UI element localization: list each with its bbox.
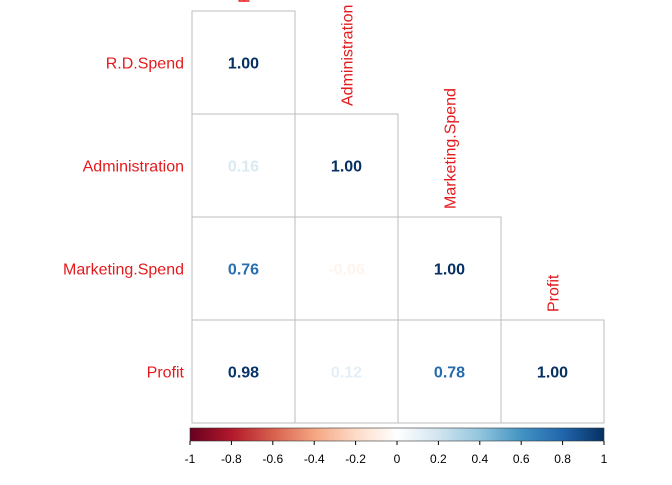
- matrix-cell: [191, 216, 296, 321]
- column-label: Profit: [546, 274, 563, 312]
- column-label: Administration: [340, 5, 357, 106]
- colorbar-tick-label: 0: [394, 452, 401, 466]
- cell-value-label: 1.00: [434, 262, 465, 279]
- matrix-cell: [397, 216, 502, 321]
- row-label: R.D.Spend: [106, 56, 184, 73]
- row-labels: R.D.Spend Administration Marketing.Spend Pr…: [63, 56, 185, 382]
- matrix-cell: [191, 113, 296, 218]
- matrix-cell: [191, 10, 296, 115]
- cell-value-label: 0.12: [331, 365, 362, 382]
- colorbar-tick-label: -0.4: [304, 452, 325, 466]
- color-legend: -1 -0.8 -0.6 -0.4 -0.2 0 0.2 0.4 0.6 0.8 1: [185, 427, 608, 466]
- cell-value-label: 0.78: [434, 365, 465, 382]
- cell-value-label: 1.00: [228, 56, 259, 73]
- matrix-cell: [397, 319, 502, 424]
- colorbar-tick-label: 0.6: [513, 452, 530, 466]
- matrix-grid: [191, 10, 605, 424]
- matrix-cell: [500, 319, 605, 424]
- cell-value-label: 1.00: [537, 365, 568, 382]
- cell-value-label: 0.16: [228, 159, 259, 176]
- colorbar-tick-label: 0.8: [554, 452, 571, 466]
- matrix-cell: [294, 319, 399, 424]
- matrix-cell: [191, 319, 296, 424]
- colorbar: [189, 427, 605, 442]
- row-label: Profit: [147, 365, 185, 382]
- column-labels: R.D.Spend Administration Marketing.Spend Pr…: [237, 0, 563, 312]
- row-label: Marketing.Spend: [63, 262, 184, 279]
- colorbar-tick-label: -0.6: [262, 452, 283, 466]
- matrix-cell: [294, 216, 399, 321]
- matrix-cells: 1.00 0.16 1.00 0.76 -0.06 1.00 0.98 0.12 0.78 1.0…: [228, 56, 568, 382]
- row-label: Administration: [83, 159, 184, 176]
- matrix-cell: [294, 113, 399, 218]
- cell-value-label: 0.98: [228, 365, 259, 382]
- colorbar-tick-label: -0.2: [345, 452, 366, 466]
- colorbar-tick-label: 0.2: [430, 452, 447, 466]
- cell-value-label: 0.76: [228, 262, 259, 279]
- colorbar-tick-label: 1: [601, 452, 608, 466]
- colorbar-tick-label: 0.4: [471, 452, 488, 466]
- colorbar-tick-label: -0.8: [221, 452, 242, 466]
- cell-value-label: -0.06: [328, 262, 365, 279]
- column-label: Marketing.Spend: [443, 88, 460, 209]
- colorbar-tick-label: -1: [185, 452, 196, 466]
- cell-value-label: 1.00: [331, 159, 362, 176]
- column-label: R.D.Spend: [237, 0, 254, 3]
